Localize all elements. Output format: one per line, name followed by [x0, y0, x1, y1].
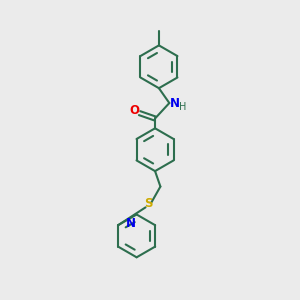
- Text: O: O: [129, 104, 139, 117]
- Text: H: H: [179, 102, 187, 112]
- Text: S: S: [144, 197, 152, 210]
- Text: N: N: [125, 217, 136, 230]
- Text: N: N: [170, 97, 180, 110]
